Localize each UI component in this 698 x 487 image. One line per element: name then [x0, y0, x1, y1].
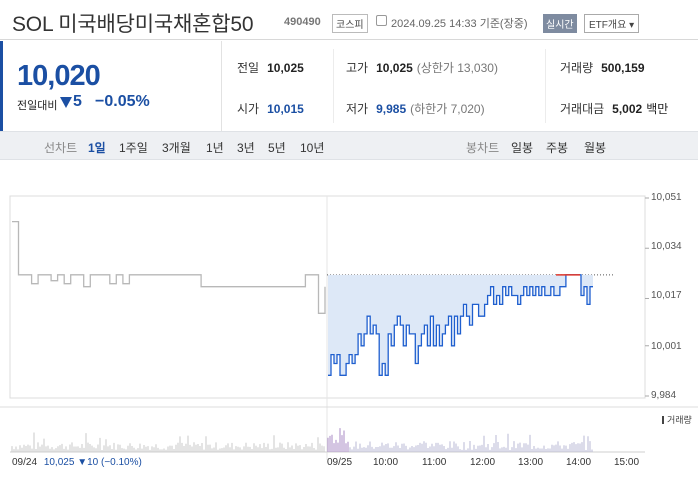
- realtime-badge[interactable]: 실시간: [543, 14, 577, 33]
- lower-limit: (하한가 7,020): [410, 102, 485, 116]
- y-tick: 10,034: [651, 241, 682, 252]
- y-tick: 9,984: [651, 390, 677, 401]
- tab-1day[interactable]: 1일: [88, 141, 106, 155]
- market-badge: 코스피: [332, 14, 368, 33]
- stat-label: 시가: [237, 102, 260, 116]
- x-tick: 10:00: [373, 457, 399, 468]
- y-tick: 10,017: [651, 290, 682, 301]
- upper-limit: (상한가 13,030): [416, 61, 498, 75]
- x-tick: 09/25: [327, 457, 353, 468]
- stat-label: 전일: [237, 61, 260, 75]
- prev-session-date: 09/24: [12, 457, 38, 468]
- change-label: 전일대비: [17, 100, 58, 112]
- header-bar: SOL 미국배당미국채혼합50 490490 코스피 2024.09.25 14…: [0, 0, 698, 40]
- prev-session-price: 10,025: [43, 457, 75, 468]
- price-summary: 10,020 전일대비 5 −0.05% 전일 10,025 시가 10,015 고…: [0, 41, 698, 131]
- stat-trade-value: 거래대금 5,002 백만: [560, 100, 668, 117]
- timestamp: 2024.09.25 14:33 기준(장중): [391, 18, 528, 30]
- today-price-line: [328, 274, 593, 376]
- stat-open: 시가 10,015: [237, 100, 304, 117]
- stat-value: 10,015: [267, 102, 304, 116]
- price-change-percent: −0.05%: [95, 93, 150, 110]
- prev-session-change: ▼10 (−0.10%): [77, 457, 142, 468]
- tab-weekly-candle[interactable]: 주봉: [546, 141, 569, 155]
- tab-10years[interactable]: 10년: [300, 141, 325, 155]
- prev-day-line: [12, 220, 326, 314]
- x-tick: 12:00: [470, 457, 496, 468]
- stat-value: 5,002: [612, 102, 643, 116]
- stat-value: 10,025: [376, 61, 413, 75]
- down-arrow-icon: [60, 97, 72, 108]
- stat-label: 고가: [346, 61, 369, 75]
- stock-code: 490490: [284, 16, 321, 28]
- x-tick: 13:00: [518, 457, 544, 468]
- stat-high: 고가 10,025 (상한가 13,030): [346, 59, 498, 76]
- stat-unit: 백만: [646, 102, 669, 116]
- clock-icon: [376, 15, 387, 26]
- x-tick: 11:00: [422, 457, 447, 468]
- x-tick: 14:00: [566, 457, 592, 468]
- prev-session-info: 09/24 10,025 ▼10 (−0.10%): [12, 457, 142, 468]
- stat-low: 저가 9,985 (하한가 7,020): [346, 100, 485, 117]
- divider: [545, 49, 546, 123]
- stat-value: 10,025: [267, 61, 304, 75]
- divider: [333, 49, 334, 123]
- chart-period-tabs: 선차트 1일 1주일 3개월 1년 3년 5년 10년 봉차트 일봉 주봉 월봉: [0, 131, 698, 160]
- tab-daily-candle[interactable]: 일봉: [511, 141, 534, 155]
- etf-info-dropdown[interactable]: ETF개요 ▾: [584, 14, 640, 33]
- stat-volume: 거래량 500,159: [560, 59, 645, 76]
- tab-monthly-candle[interactable]: 월봉: [584, 141, 607, 155]
- tab-3years[interactable]: 3년: [237, 141, 255, 155]
- stat-label: 거래대금: [560, 102, 605, 116]
- volume-legend: 거래량: [662, 413, 692, 426]
- stat-value: 500,159: [601, 61, 645, 75]
- tab-5years[interactable]: 5년: [268, 141, 286, 155]
- price-chart[interactable]: 10,051 10,034 10,017 10,001 9,984 거래량 09…: [0, 160, 698, 482]
- y-tick: 10,001: [651, 341, 682, 352]
- current-price: 10,020: [17, 60, 101, 92]
- stock-title: SOL 미국배당미국채혼합50: [12, 13, 254, 36]
- y-tick: 10,051: [651, 192, 682, 203]
- stat-label: 저가: [346, 102, 369, 116]
- stat-value: 9,985: [376, 102, 407, 116]
- x-tick: 15:00: [614, 457, 640, 468]
- tab-1year[interactable]: 1년: [206, 141, 224, 155]
- line-chart-label: 선차트: [44, 141, 78, 155]
- stat-label: 거래량: [560, 61, 594, 75]
- tab-3months[interactable]: 3개월: [162, 141, 191, 155]
- candle-chart-label: 봉차트: [466, 141, 500, 155]
- tab-1week[interactable]: 1주일: [119, 141, 148, 155]
- chart-canvas: [0, 195, 698, 460]
- price-change: 5: [73, 93, 82, 110]
- current-price-panel: 10,020 전일대비 5 −0.05%: [0, 41, 222, 131]
- stat-prev-close: 전일 10,025: [237, 59, 304, 76]
